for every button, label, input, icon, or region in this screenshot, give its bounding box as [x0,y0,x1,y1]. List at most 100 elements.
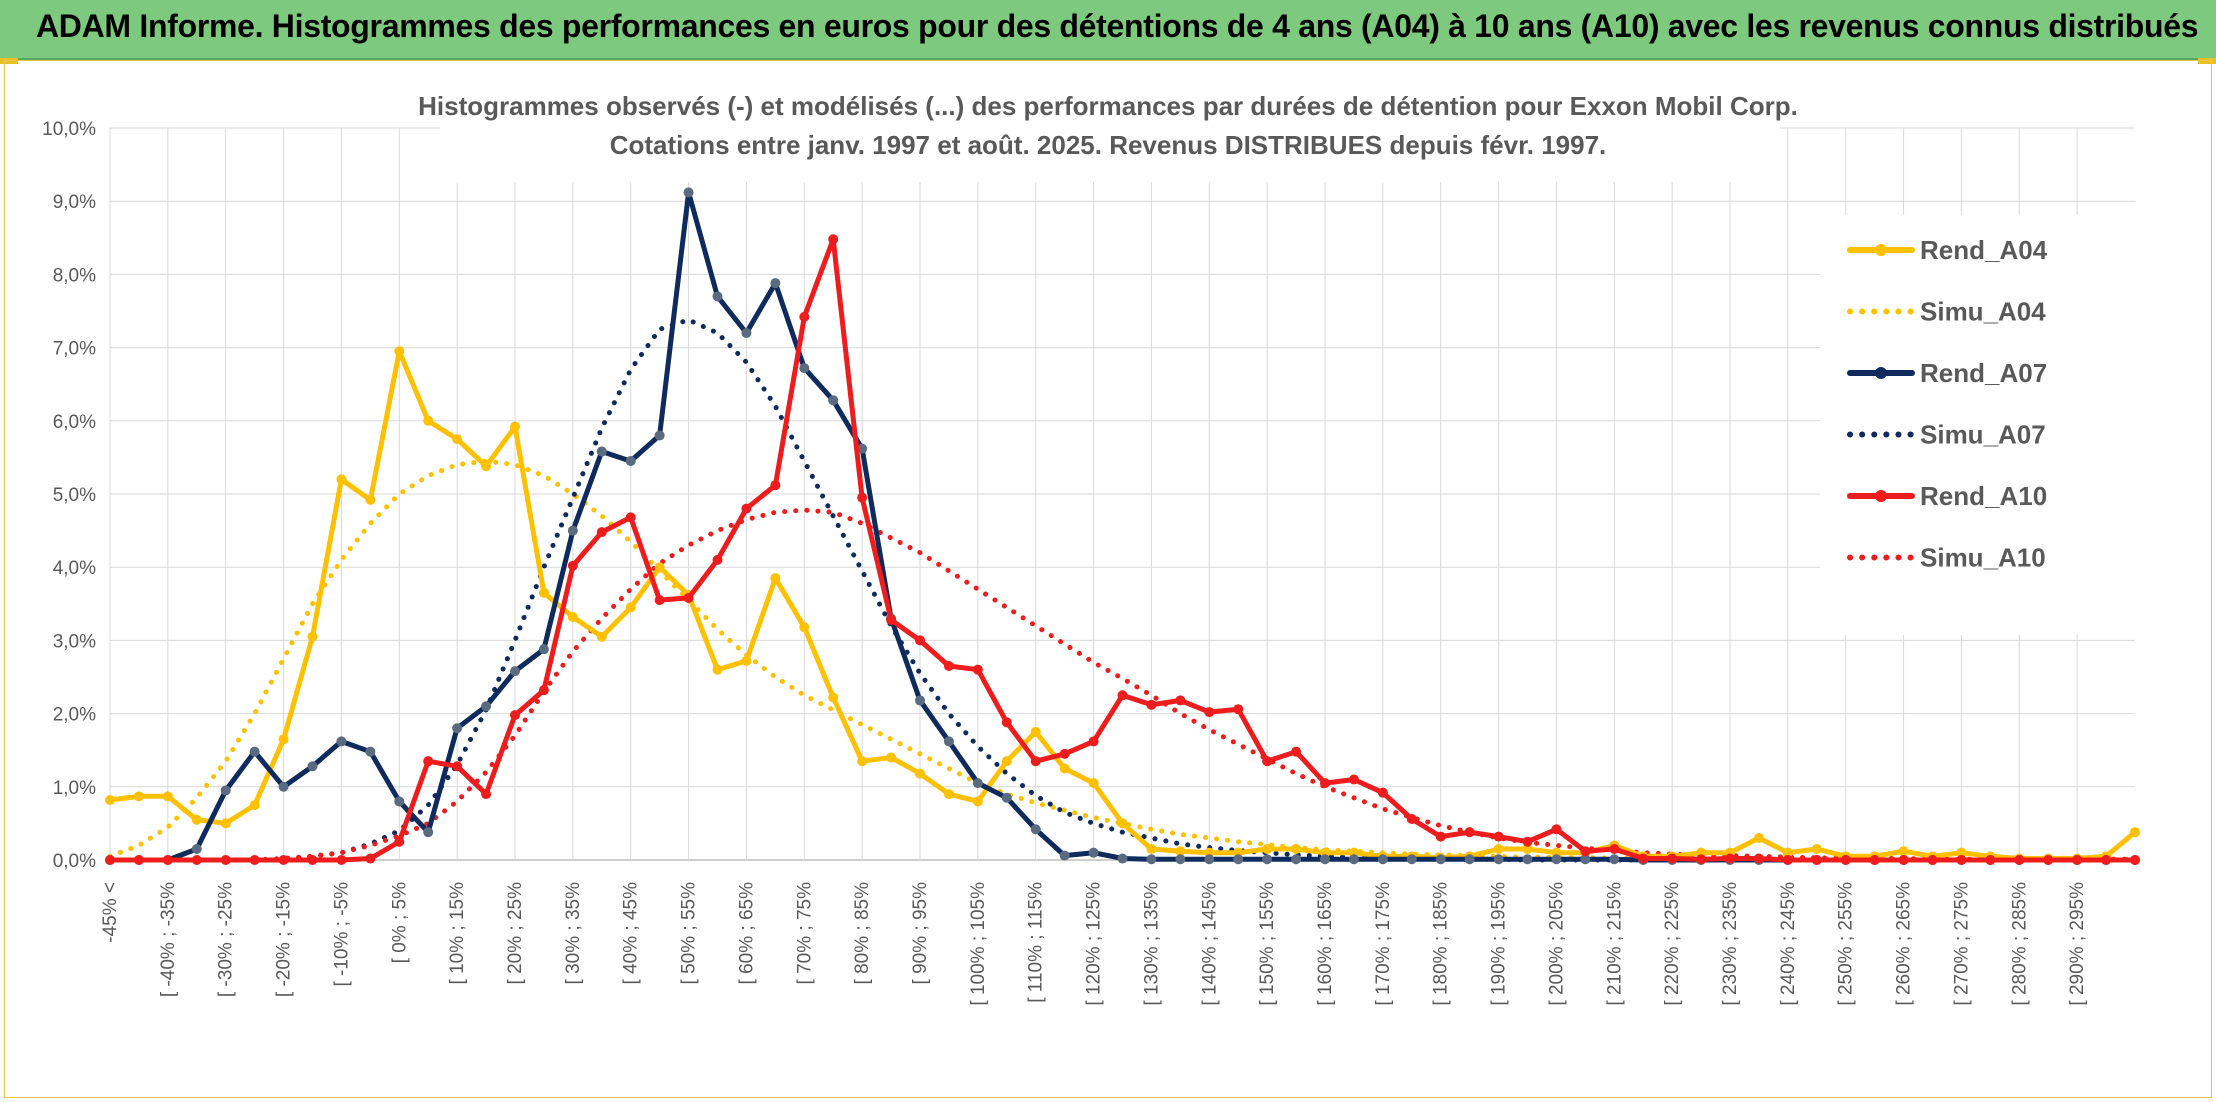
data-point-rend_a10 [1233,704,1244,715]
x-tick-label: [ 180% ; 185% [1431,882,1452,1006]
y-tick-label: 4,0% [53,558,96,579]
data-point-rend_a04 [1522,844,1533,855]
data-point-rend_a10 [2101,855,2112,865]
data-point-rend_a10 [133,855,144,865]
data-point-rend_a10 [741,503,752,514]
legend-label-simu_a10: Simu_A10 [1920,543,2046,573]
data-point-rend_a04 [712,664,723,675]
x-tick-label: [ 260% ; 265% [1894,882,1915,1006]
data-point-rend_a04 [1811,844,1822,855]
data-point-rend_a04 [365,494,376,505]
data-point-rend_a10 [1117,690,1128,701]
data-point-rend_a10 [1406,814,1417,825]
legend-label-simu_a07: Simu_A07 [1920,420,2046,450]
data-point-rend_a10 [394,836,405,847]
data-point-rend_a04 [943,789,954,800]
data-point-rend_a04 [654,562,665,573]
chart-subtitle: Cotations entre janv. 1997 et août. 2025… [610,130,1607,160]
data-point-rend_a07 [1146,854,1157,865]
data-point-rend_a04 [1898,846,1909,857]
data-point-rend_a10 [770,480,781,491]
x-tick-label: [ 160% ; 165% [1315,882,1336,1006]
data-point-rend_a07 [191,844,202,855]
data-point-rend_a07 [1464,854,1475,865]
data-point-rend_a10 [712,554,723,565]
data-point-rend_a10 [220,855,231,865]
data-point-rend_a10 [1435,831,1446,842]
report-title: ADAM Informe. Histogrammes des performan… [36,8,2199,44]
data-point-rend_a10 [1811,855,1822,865]
data-point-rend_a10 [1291,746,1302,757]
x-tick-label: [ 230% ; 235% [1720,882,1741,1006]
data-point-rend_a10 [972,664,983,675]
corner-mark-right [2198,58,2216,64]
data-point-rend_a04 [770,573,781,584]
data-point-rend_a07 [1233,854,1244,865]
data-point-rend_a07 [1406,854,1417,865]
data-point-rend_a10 [1927,855,1938,865]
data-point-rend_a10 [1725,853,1735,864]
data-point-rend_a10 [857,492,868,503]
data-point-rend_a07 [712,291,723,302]
legend-label-rend_a10: Rend_A10 [1920,481,2047,511]
data-point-rend_a10 [828,234,839,245]
x-tick-label: [ 0% ; 5% [389,882,410,963]
x-tick-label: [ -10% ; -5% [331,882,352,987]
x-tick-label: -45% < [100,882,121,943]
data-point-rend_a07 [510,666,520,677]
legend-marker [1875,367,1887,379]
data-point-rend_a10 [1869,855,1880,865]
x-tick-label: [ 20% ; 25% [505,882,526,985]
data-point-rend_a07 [567,525,578,536]
data-point-rend_a10 [481,789,492,800]
data-point-rend_a10 [596,527,607,538]
data-point-rend_a07 [828,395,839,406]
x-tick-label: [ 140% ; 145% [1199,882,1220,1006]
data-point-rend_a07 [654,430,665,441]
corner-mark-left [0,58,18,64]
legend-marker [1875,244,1887,256]
data-point-rend_a10 [625,512,636,523]
data-point-rend_a10 [538,685,549,696]
data-point-rend_a10 [1204,707,1215,718]
x-tick-label: [ 200% ; 205% [1546,882,1567,1006]
data-point-rend_a04 [625,602,636,613]
data-point-rend_a10 [886,614,897,625]
data-point-rend_a04 [307,631,318,642]
data-point-rend_a04 [1753,833,1764,844]
report-banner: ADAM Informe. Histogrammes des performan… [0,0,2216,60]
x-tick-label: [ 250% ; 255% [1836,882,1857,1006]
x-tick-label: [ 80% ; 85% [852,882,873,985]
data-point-rend_a10 [1001,717,1012,728]
data-point-rend_a07 [1377,854,1388,865]
x-tick-label: [ 210% ; 215% [1604,882,1625,1006]
data-point-rend_a10 [191,855,202,865]
data-point-rend_a10 [1667,853,1678,864]
data-point-rend_a10 [307,855,318,865]
data-point-rend_a07 [770,278,781,289]
data-point-rend_a04 [1493,844,1504,855]
legend-marker [1875,490,1887,502]
data-point-rend_a04 [394,346,405,357]
x-tick-label: [ 110% ; 115% [1026,882,1047,1003]
data-point-rend_a10 [567,560,578,571]
data-point-rend_a04 [105,794,115,805]
data-point-rend_a04 [886,752,897,763]
y-tick-label: 8,0% [53,265,96,286]
x-tick-label: [ -20% ; -15% [274,882,295,997]
data-point-rend_a10 [1898,855,1909,865]
x-tick-label: [ -30% ; -25% [216,882,237,997]
data-point-rend_a10 [2043,855,2054,865]
data-point-rend_a10 [423,756,434,767]
data-point-rend_a10 [1175,695,1186,706]
data-point-rend_a10 [1638,853,1649,864]
data-point-rend_a10 [1522,836,1533,847]
data-point-rend_a07 [1551,854,1562,865]
data-point-rend_a04 [162,791,173,802]
data-point-rend_a04 [191,814,202,825]
data-point-rend_a07 [278,781,289,792]
data-point-rend_a10 [2072,855,2083,865]
performance-histogram-chart: 0,0% 1,0% 2,0% 3,0% 4,0% 5,0% 6,0% 7,0% 8,0% 9,0%… [42,82,2140,1006]
data-point-rend_a07 [1291,854,1302,865]
data-point-rend_a07 [857,443,868,454]
